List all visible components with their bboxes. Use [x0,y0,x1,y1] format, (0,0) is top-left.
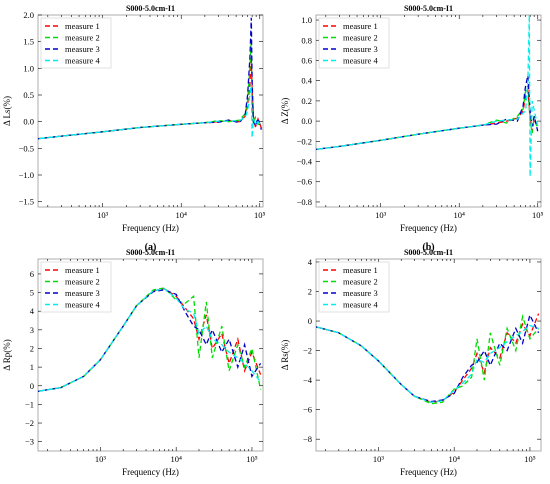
y-tick-label: −6 [303,405,312,415]
series-line-measure-1 [316,313,540,403]
y-tick-label: 2 [30,343,34,353]
legend-label: measure 3 [343,288,378,298]
y-tick-label: −0.6 [297,177,312,187]
x-tick-label: 10⁵ [532,210,544,220]
chart-panel-2: 10³ 10⁴ 10⁵ −0.8 −0.6 −0.4 −0.2 0.0 0.2 0.4 0.6 0.8… [280,4,544,253]
series-group [38,17,263,140]
y-axis-label: Δ Z(%) [280,98,290,125]
x-tick-label: 10³ [373,454,385,464]
y-tick-label: 4 [30,306,35,316]
x-tick-label: 10⁵ [246,454,258,464]
y-tick-label: −1 [25,399,34,409]
y-tick-label: −8 [303,434,312,444]
x-axis-label: Frequency (Hz) [400,467,457,477]
series-group [316,15,539,177]
legend-box [318,17,390,69]
series-line-measure-4 [316,15,539,177]
y-tick-label: −4 [303,375,313,385]
y-tick-label: 1.0 [301,15,312,25]
y-tick-label: 0 [308,316,312,326]
y-tick-label: 0.0 [23,117,34,127]
legend-label: measure 1 [343,265,378,275]
legend-label: measure 2 [343,277,378,287]
y-tick-label: 5 [30,288,34,298]
legend-label: measure 1 [65,265,100,275]
legend-box [40,17,112,69]
legend-label: measure 3 [65,288,100,298]
x-tick-label: 10⁴ [170,454,182,464]
y-tick-label: −0.5 [19,143,34,153]
series-line-measure-4 [38,84,262,140]
y-axis-label: Δ Rp(%) [2,339,12,371]
legend-label: measure 4 [65,56,100,66]
chart-title: S000-5.0cm-I1 [126,248,175,257]
y-tick-label: 0.0 [301,116,312,126]
chart-title: S000-5.0cm-I1 [404,4,453,13]
y-tick-label: 0.6 [301,55,312,65]
legend-label: measure 1 [343,21,378,31]
y-tick-label: 2.0 [23,10,34,20]
x-tick-label: 10⁵ [524,454,536,464]
legend-label: measure 1 [65,21,100,31]
series-line-measure-4 [38,288,262,392]
legend-label: measure 3 [65,44,100,54]
chart-panel-4: 10³ 10⁴ 10⁵ −8 −6 −4 −2 0 2 4 S000-5.0cm-I1 Frequen… [280,248,542,477]
y-axis-label: Δ Ls(%) [2,96,12,126]
y-tick-label: −1.5 [19,197,34,207]
chart-panel-1: 10³ 10⁴ 10⁵ −1.5 −1.0 −0.5 0.0 0.5 1.0 1.5 2.0 S000… [2,4,266,253]
legend-box [40,261,112,313]
series-line-measure-4 [316,324,539,403]
legend-label: measure 2 [65,277,100,287]
series-group [38,287,262,392]
panel-label: (b) [422,242,434,253]
legend-label: measure 4 [343,300,378,310]
x-axis-label: Frequency (Hz) [122,467,179,477]
y-tick-label: 0 [30,381,34,391]
y-tick-label: 4 [308,257,313,267]
y-tick-label: −3 [25,437,34,447]
y-tick-label: 1.0 [23,63,34,73]
x-tick-label: 10⁵ [254,210,266,220]
series-line-measure-2 [316,314,540,405]
legend-label: measure 2 [343,33,378,43]
x-axis-label: Frequency (Hz) [122,223,179,233]
x-tick-label: 10⁴ [448,454,460,464]
chart-panel-3: 10³ 10⁴ 10⁵ −3 −2 −1 0 1 2 3 4 5 6 S000-5.0cm-I1 Frequ… [2,248,264,477]
legend-label: measure 2 [65,33,100,43]
legend-label: measure 3 [343,44,378,54]
y-tick-label: −2 [303,346,312,356]
y-tick-label: 0.4 [301,76,312,86]
legend-label: measure 4 [65,300,100,310]
x-tick-label: 10⁴ [453,210,465,220]
y-tick-label: 2 [308,286,312,296]
x-tick-label: 10³ [95,454,107,464]
legend-box [318,261,390,313]
x-axis-label: Frequency (Hz) [400,223,457,233]
y-tick-label: 1.5 [23,37,34,47]
x-tick-label: 10⁴ [175,210,187,220]
series-line-measure-1 [38,288,262,392]
y-tick-label: −0.4 [297,157,313,167]
x-tick-label: 10³ [97,210,109,220]
y-tick-label: −0.8 [297,197,312,207]
y-tick-label: 1 [30,362,34,372]
series-group [316,313,540,405]
y-tick-label: 0.8 [301,35,312,45]
y-tick-label: 3 [30,325,34,335]
y-tick-label: 0.5 [23,90,34,100]
y-tick-label: 6 [30,269,34,279]
y-tick-label: −1.0 [19,170,34,180]
x-tick-label: 10³ [375,210,387,220]
chart-title: S000-5.0cm-I1 [404,248,453,257]
panel-label: (a) [145,242,157,253]
y-tick-label: −2 [25,418,34,428]
y-axis-label: Δ Rs(%) [280,340,290,371]
chart-title: S000-5.0cm-I1 [126,4,175,13]
y-tick-label: 0.2 [301,96,312,106]
y-tick-label: −0.2 [297,136,312,146]
legend-label: measure 4 [343,56,378,66]
